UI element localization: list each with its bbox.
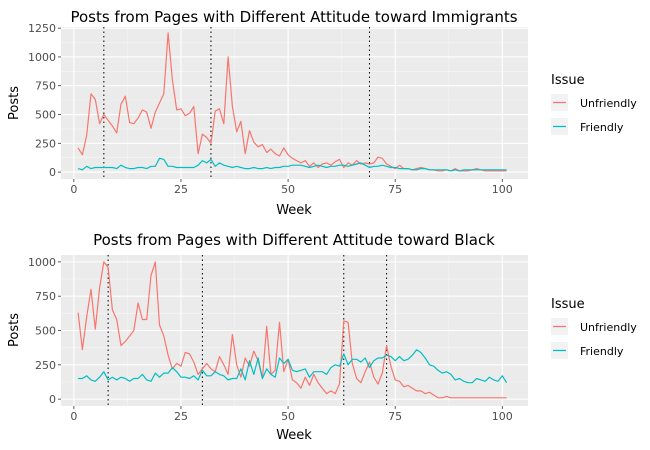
series-line-unfriendly [77,261,507,399]
x-ticks-immigrants: 0 25 50 75 100 [70,183,512,196]
y-ticks-immigrants: 0 250 500 750 1000 1250 [28,22,56,179]
y-tick-label: 750 [35,80,56,93]
series-lines-black [77,261,508,399]
legend-label-unfriendly: Unfriendly [580,97,637,110]
series-line-friendly [77,157,507,172]
legend-title: Issue [551,73,585,88]
y-tick-label: 0 [49,166,56,179]
legend-label-friendly: Friendly [580,345,624,358]
legend-title: Issue [551,297,585,312]
chart-title-black: Posts from Pages with Different Attitude… [93,231,495,249]
legend-immigrants: Issue Unfriendly Friendly [551,73,637,135]
x-axis-title-immigrants: Week [276,203,312,218]
y-tick-label: 0 [49,393,56,406]
chart-immigrants: Posts from Pages with Different Attitude… [7,8,637,218]
y-tick-label: 750 [35,290,56,303]
x-axis-title-black: Week [276,428,312,443]
y-tick-label: 1000 [28,51,56,64]
chart-title-immigrants: Posts from Pages with Different Attitude… [70,8,517,26]
legend-black: Issue Unfriendly Friendly [551,297,637,359]
y-tick-label: 1000 [28,256,56,269]
plot-panel-immigrants [61,27,528,179]
y-tick-label: 250 [35,359,56,372]
y-axis-title-immigrants: Posts [7,86,22,120]
grid-immigrants [61,27,528,179]
y-ticks-black: 0 250 500 750 1000 [28,256,56,406]
y-tick-label: 1250 [28,22,56,35]
y-tick-label: 250 [35,137,56,150]
legend-label-unfriendly: Unfriendly [580,321,637,334]
y-tick-label: 500 [35,325,56,338]
x-tick-label: 50 [281,183,295,196]
series-line-friendly [78,349,508,384]
vlines-immigrants [103,27,370,179]
x-tick-label: 25 [174,410,188,423]
y-axis-title-black: Posts [7,313,22,347]
x-tick-label: 100 [492,183,513,196]
x-tick-label: 25 [174,183,188,196]
chart-black: Posts from Pages with Different Attitude… [7,231,637,443]
x-tick-label: 75 [388,183,402,196]
y-tick-label: 500 [35,109,56,122]
x-tick-label: 0 [70,410,77,423]
series-lines-immigrants [77,32,507,172]
x-tick-label: 75 [388,410,402,423]
x-tick-label: 0 [70,183,77,196]
x-tick-label: 50 [281,410,295,423]
x-ticks-black: 0 25 50 75 100 [70,410,512,423]
x-tick-label: 100 [492,410,513,423]
legend-label-friendly: Friendly [580,121,624,134]
